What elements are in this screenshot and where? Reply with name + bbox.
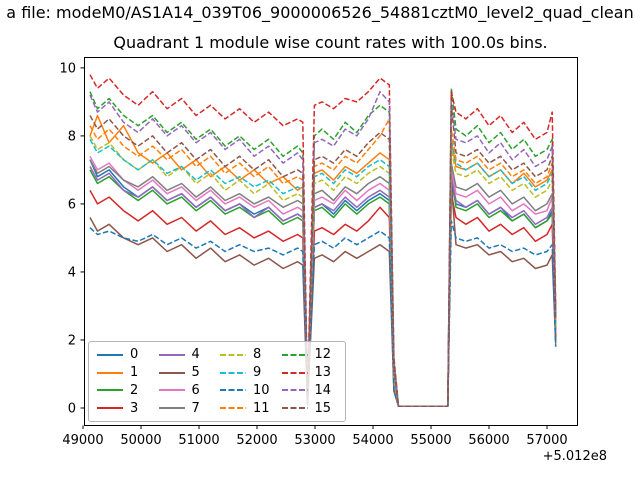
legend-label: 6	[191, 382, 200, 398]
x-tick-label: 55000	[410, 433, 451, 448]
legend-label: 13	[314, 365, 332, 381]
legend-entry-2: 2	[97, 384, 153, 397]
legend-entry-8: 8	[220, 348, 276, 361]
legend-entry-12: 12	[281, 347, 338, 363]
series-line-13	[89, 74, 557, 408]
x-tick-label: 53000	[294, 433, 335, 448]
legend-line-swatch	[220, 371, 246, 374]
legend-line-swatch	[158, 407, 185, 410]
legend-line-swatch	[220, 407, 246, 410]
legend-entry-14: 14	[281, 382, 338, 398]
x-tick-label: 51000	[178, 433, 219, 448]
y-tick-label: 10	[59, 61, 76, 76]
series-line-5	[89, 182, 557, 408]
legend-label: 14	[314, 382, 332, 398]
series-line-15	[89, 104, 557, 408]
legend-line-swatch	[281, 371, 308, 374]
legend-line-swatch	[97, 407, 123, 410]
legend-line-swatch	[220, 353, 246, 356]
y-tick-label: 4	[68, 265, 76, 280]
legend-label: 11	[253, 400, 270, 416]
series-line-12	[89, 87, 557, 408]
legend-label: 3	[130, 400, 139, 416]
series-line-6	[89, 155, 557, 408]
legend-line-swatch	[158, 353, 185, 356]
legend-entry-7: 7	[158, 400, 215, 416]
legend-label: 12	[314, 347, 332, 363]
legend-line-swatch	[97, 389, 123, 392]
figure-title: a file: modeM0/AS1A14_039T06_9000006526_…	[6, 3, 634, 22]
legend-entry-1: 1	[97, 366, 153, 379]
legend-label: 4	[191, 347, 200, 363]
x-tick-label: 56000	[468, 433, 509, 448]
x-axis-offset-label: +5.012e8	[542, 449, 607, 464]
legend-entry-3: 3	[97, 402, 153, 415]
legend-entry-5: 5	[158, 365, 215, 381]
legend-label: 8	[253, 347, 262, 363]
x-tick-label: 50000	[120, 433, 161, 448]
legend-line-swatch	[97, 353, 123, 356]
y-tick-label: 2	[68, 333, 76, 348]
legend-entry-0: 0	[97, 348, 153, 361]
legend-entry-9: 9	[220, 366, 276, 379]
axes-spines	[84, 57, 578, 426]
series-line-7	[89, 159, 557, 408]
axes-title: Quadrant 1 module wise count rates with …	[113, 33, 548, 52]
series-line-3	[89, 189, 557, 408]
series-line-2	[89, 169, 557, 408]
series-line-4	[89, 166, 557, 408]
legend-line-swatch	[158, 389, 185, 392]
legend-label: 9	[253, 365, 262, 381]
y-tick-label: 0	[68, 401, 76, 416]
legend-label: 10	[253, 382, 270, 398]
series-line-10	[89, 220, 557, 408]
x-tick-label: 52000	[236, 433, 277, 448]
legend-entry-13: 13	[281, 365, 338, 381]
x-tick-label: 57000	[526, 433, 567, 448]
legend-label: 0	[130, 347, 139, 363]
x-tick-label: 54000	[352, 433, 393, 448]
legend-line-swatch	[97, 371, 123, 374]
y-tick-label: 8	[68, 129, 76, 144]
legend-entry-10: 10	[220, 384, 276, 397]
legend-entry-15: 15	[281, 400, 338, 416]
series-lines	[89, 74, 557, 408]
legend-label: 2	[130, 382, 139, 398]
legend-entry-4: 4	[158, 347, 215, 363]
legend-label: 15	[314, 400, 332, 416]
x-tick-label: 49000	[62, 433, 103, 448]
legend: 0 1 2 3 4 5 6 7 8 9 10 11 12 13 14 15	[88, 341, 346, 422]
series-line-11	[89, 118, 557, 408]
legend-line-swatch	[158, 371, 185, 374]
legend-label: 7	[191, 400, 200, 416]
legend-entry-11: 11	[220, 402, 276, 415]
y-tick-label: 6	[68, 197, 76, 212]
legend-label: 1	[130, 365, 139, 381]
legend-entry-6: 6	[158, 382, 215, 398]
legend-line-swatch	[281, 353, 308, 356]
legend-label: 5	[191, 365, 200, 381]
series-line-14	[89, 90, 557, 408]
legend-line-swatch	[281, 407, 308, 410]
legend-line-swatch	[220, 389, 246, 392]
legend-line-swatch	[281, 389, 308, 392]
series-line-9	[89, 138, 557, 408]
